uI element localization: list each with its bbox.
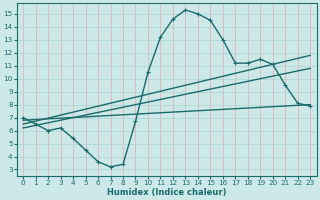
X-axis label: Humidex (Indice chaleur): Humidex (Indice chaleur) (107, 188, 227, 197)
